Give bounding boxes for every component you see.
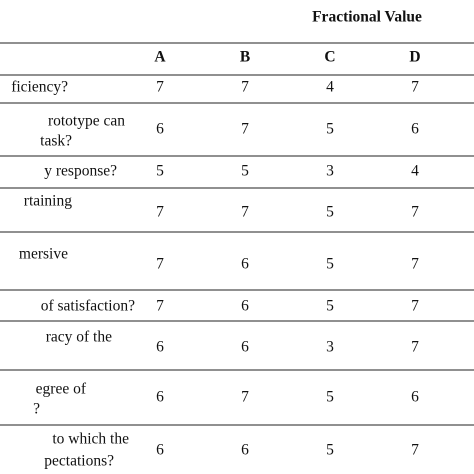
row-label: of satisfaction? <box>41 298 135 315</box>
cell-value: 5 <box>156 163 164 180</box>
cell-value: 4 <box>411 163 419 180</box>
cell-value: 6 <box>156 389 164 406</box>
cell-value: 6 <box>411 121 419 138</box>
cell-value: 7 <box>411 204 419 221</box>
cell-value: 4 <box>326 79 334 96</box>
cell-value: 7 <box>241 389 249 406</box>
cell-value: 5 <box>326 256 334 273</box>
cell-value: 7 <box>411 298 419 315</box>
column-header: D <box>409 49 420 66</box>
cell-value: 6 <box>156 121 164 138</box>
cell-value: 7 <box>411 442 419 459</box>
cell-value: 7 <box>411 256 419 273</box>
cell-value: 7 <box>241 204 249 221</box>
cell-value: 6 <box>156 442 164 459</box>
row-label: egree of <box>36 381 87 398</box>
row-label: ficiency? <box>11 79 68 96</box>
row-label: to which the <box>52 431 129 448</box>
cell-value: 6 <box>241 442 249 459</box>
header-title: Fractional Value <box>312 9 422 26</box>
cell-value: 7 <box>411 339 419 356</box>
cell-value: 6 <box>241 256 249 273</box>
cell-value: 6 <box>156 339 164 356</box>
row-label: mersive <box>19 246 68 263</box>
cell-value: 7 <box>156 79 164 96</box>
cell-value: 5 <box>326 121 334 138</box>
row-label: y response? <box>44 163 117 180</box>
cell-value: 5 <box>326 298 334 315</box>
cell-value: 7 <box>411 79 419 96</box>
row-label: pectations? <box>44 453 114 470</box>
cell-value: 6 <box>241 298 249 315</box>
column-header: C <box>324 49 335 66</box>
row-label: task? <box>40 133 72 150</box>
cell-value: 7 <box>156 256 164 273</box>
cell-value: 5 <box>326 389 334 406</box>
cell-value: 3 <box>326 339 334 356</box>
cell-value: 5 <box>326 204 334 221</box>
cell-value: 7 <box>241 121 249 138</box>
row-label: rototype can <box>48 113 125 130</box>
row-label: rtaining <box>24 193 72 210</box>
cell-value: 6 <box>411 389 419 406</box>
column-header: A <box>154 49 166 66</box>
cell-value: 6 <box>241 339 249 356</box>
cell-value: 7 <box>156 298 164 315</box>
cell-value: 3 <box>326 163 334 180</box>
row-label: ? <box>33 401 40 418</box>
row-label: racy of the <box>46 329 112 346</box>
cell-value: 5 <box>241 163 249 180</box>
column-header: B <box>240 49 250 66</box>
cell-value: 7 <box>241 79 249 96</box>
cell-value: 5 <box>326 442 334 459</box>
cell-value: 7 <box>156 204 164 221</box>
